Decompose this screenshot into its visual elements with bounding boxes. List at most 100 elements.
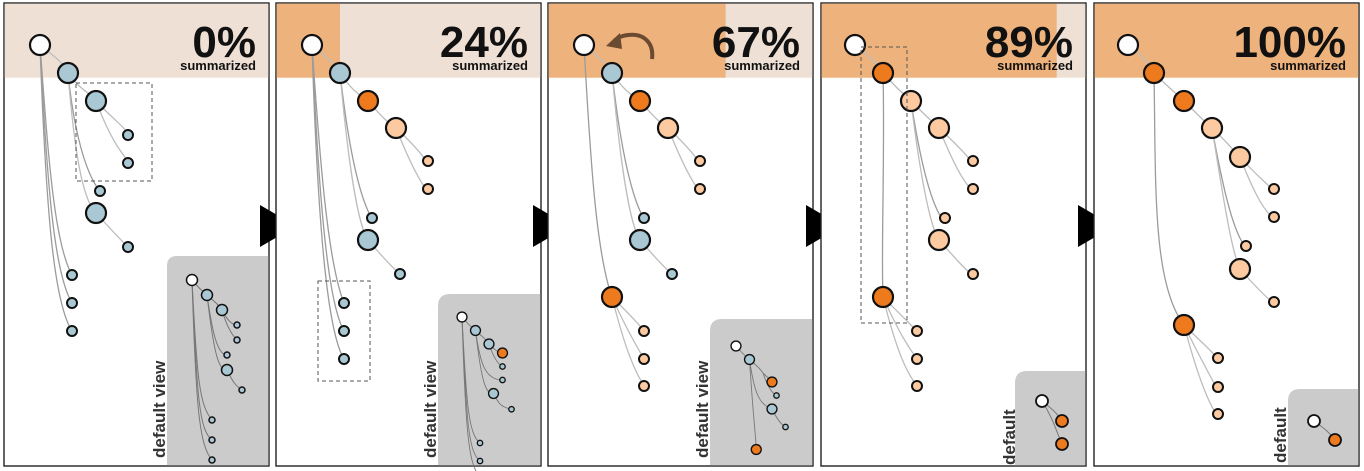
leaf-node [1268,183,1280,195]
tree-node [600,285,624,309]
leaf-node [1212,352,1224,364]
leaf-node [1212,408,1224,420]
tree-node [628,89,652,113]
panel-0-percent: 0% summarized default view [3,2,270,467]
inset-label: default [1271,407,1290,463]
summarized-label: summarized [724,58,800,73]
tree-node [1172,313,1196,337]
tree-node [871,61,895,85]
panel-89-percent: 89% summarized default [820,2,1087,467]
percent-label: 0% [192,18,256,67]
tree-node [84,201,108,225]
leaf-node [638,380,650,392]
panel-67-percent: 67% summarized default view [547,2,814,467]
tree-node [927,228,951,252]
leaf-node [66,325,78,337]
root-node [572,33,596,57]
leaf-node [422,155,434,167]
default-view-inset [1015,371,1086,466]
tree-node [384,116,408,140]
leaf-node [638,325,650,337]
leaf-node [939,212,951,224]
root-node [1116,33,1140,57]
collapse-arrow-icon [606,32,655,60]
leaf-node [967,268,979,280]
percent-label: 100% [1233,18,1346,67]
leaf-node [911,353,923,365]
leaf-node [666,268,678,280]
tree-node [628,228,652,252]
panel-24-percent: 24% summarized default view [275,2,542,471]
tree-node [1228,257,1252,281]
percent-label: 24% [440,18,528,67]
default-view-inset [1288,389,1359,466]
tree-node [328,61,352,85]
inset-label: default view [150,360,169,458]
leaf-node [694,155,706,167]
leaf-node [66,269,78,281]
leaf-node [1212,381,1224,393]
tree-nodes [300,33,434,365]
tree-nodes [28,33,134,337]
tree-node [927,116,951,140]
tree-node [656,116,680,140]
tree-node [1142,61,1166,85]
tree-node [600,61,624,85]
summarized-label: summarized [997,58,1073,73]
leaf-node [366,212,378,224]
leaf-node [338,353,350,365]
default-view-inset [710,319,813,466]
leaf-node [94,185,106,197]
leaf-node [122,241,134,253]
leaf-node [967,183,979,195]
percent-label: 89% [985,18,1073,67]
inset-mini-tree [1035,394,1069,451]
summarized-label: summarized [180,58,256,73]
inset-label: default view [693,360,712,458]
inset-label: default view [421,360,440,458]
selection-box [860,46,908,324]
percent-label: 67% [712,18,800,67]
leaf-node [122,157,134,169]
inset-mini-tree [185,273,246,464]
leaf-node [694,183,706,195]
leaf-node [911,380,923,392]
tree-node [899,89,923,113]
leaf-node [911,325,923,337]
tree-node [84,89,108,113]
default-view-inset [438,294,541,466]
leaf-node [394,268,406,280]
leaf-node [1240,240,1252,252]
summarized-label: summarized [1270,58,1346,73]
leaf-node [338,325,350,337]
root-node [300,33,324,57]
tree-nodes [572,33,706,392]
leaf-node [967,155,979,167]
root-node [843,33,867,57]
tree-node [356,89,380,113]
leaf-node [638,353,650,365]
leaf-node [338,297,350,309]
tree-node [1228,145,1252,169]
default-view-inset [167,256,269,466]
leaf-node [1268,211,1280,223]
tree-node [1200,116,1224,140]
tree-node [1172,89,1196,113]
tree-nodes [1116,33,1280,420]
leaf-node [122,129,134,141]
leaf-node [1268,296,1280,308]
inset-mini-tree [1307,414,1342,447]
tree-node [356,228,380,252]
tree-node [56,61,80,85]
panel-100-percent: 100% summarized default [1093,2,1360,467]
selection-box [75,82,153,182]
tree-nodes [843,33,979,392]
selection-box [317,280,371,382]
tree-node [871,285,895,309]
root-node [28,33,52,57]
leaf-node [422,183,434,195]
leaf-node [66,297,78,309]
inset-label: default [1000,409,1019,465]
inset-mini-tree [456,311,515,471]
